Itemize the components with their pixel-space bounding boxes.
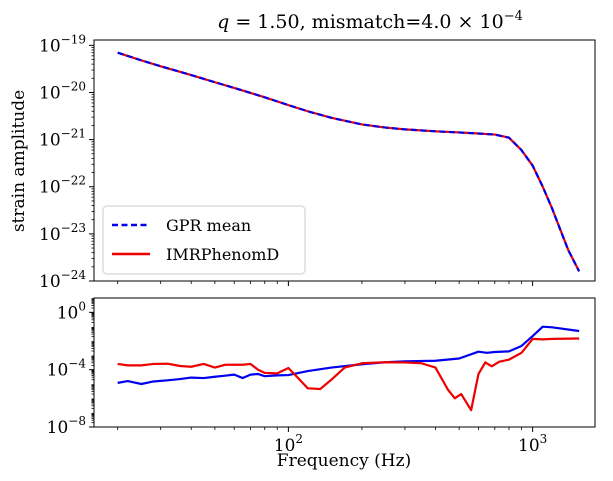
x-tick-label: 102 [274, 432, 303, 456]
chart-title: q = 1.50, mismatch=4.0 × 10−4 [217, 9, 523, 33]
bottom-series-line-blue [117, 325, 580, 386]
bottom-panel: 100 10−4 10−8 102 103 Frequency (Hz) [47, 297, 596, 471]
top-series-line-gpr-mean [117, 51, 581, 272]
bottom-y-ticks: 100 10−4 10−8 [47, 298, 94, 438]
top-y-tick-label: 10−19 [39, 32, 86, 56]
bottom-series-line-red [117, 337, 580, 412]
top-x-ticks [117, 281, 534, 286]
y-axis-label: strain amplitude [9, 90, 29, 232]
legend-label-gpr-mean: GPR mean [166, 216, 251, 235]
bottom-y-tick-label: 100 [57, 299, 86, 323]
top-axes-frame [93, 39, 596, 282]
top-y-ticks: 10−19 10−20 10−21 10−22 10−23 10−24 [39, 32, 94, 292]
legend-label-imrphenomd: IMRPhenomD [166, 245, 279, 264]
top-series-group [117, 51, 581, 272]
bottom-y-tick-label: 10−4 [47, 357, 87, 381]
top-y-tick-label: 10−24 [39, 268, 86, 292]
legend: GPR mean IMRPhenomD [102, 205, 306, 275]
x-tick-label: 103 [518, 432, 547, 456]
top-y-tick-label: 10−23 [39, 221, 86, 245]
bottom-series-group [117, 325, 580, 412]
x-axis-label: Frequency (Hz) [277, 451, 411, 471]
top-y-tick-label: 10−22 [39, 174, 86, 198]
top-y-tick-label: 10−20 [39, 79, 86, 103]
top-y-tick-label: 10−21 [39, 127, 86, 151]
bottom-axes-frame [93, 297, 596, 428]
legend-box [102, 205, 306, 275]
bottom-x-ticks: 102 103 [117, 427, 547, 456]
top-panel: 10−19 10−20 10−21 10−22 10−23 10−24 strain am… [9, 32, 596, 292]
bottom-y-tick-label: 10−8 [47, 414, 86, 438]
